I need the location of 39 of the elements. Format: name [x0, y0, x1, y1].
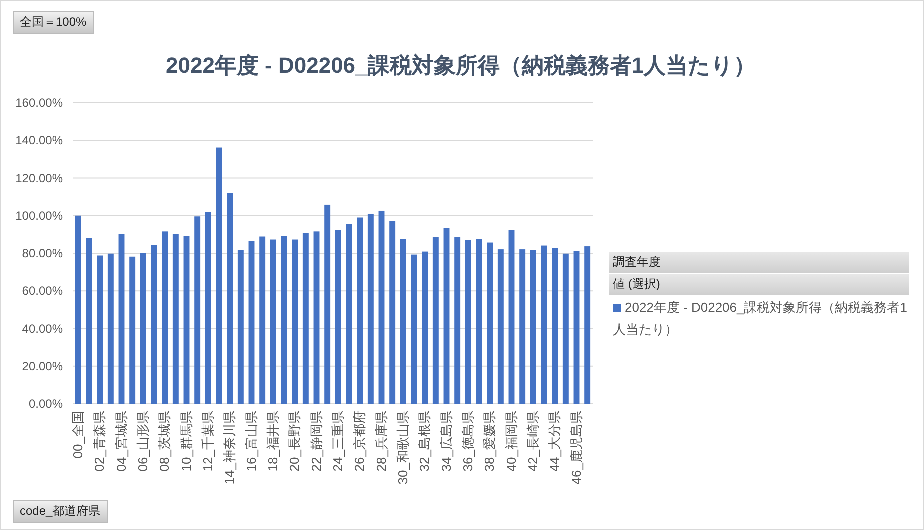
text: 調査年度: [609, 252, 909, 273]
x-tick-label: 10_群馬県: [178, 411, 194, 472]
x-tick-label: 14_神奈川県: [222, 411, 238, 485]
x-tick-label: 06_山形県: [135, 411, 150, 472]
x-tick-label: 02_青森県: [92, 411, 108, 472]
x-tick-label: 08_茨城県: [157, 411, 172, 472]
y-tick-label: 120.00%: [16, 171, 64, 186]
text: 値 (選択): [609, 274, 909, 295]
x-tick-label: 22_静岡県: [308, 411, 324, 472]
x-tick-label: 00_全国: [70, 411, 86, 459]
x-tick-label: 04_宮城県: [114, 411, 129, 472]
x-tick-label: 24_三重県: [330, 411, 346, 472]
legend-label: 2022年度 - D02206_課税対象所得（納税義務者1人当たり）: [613, 300, 908, 337]
x-tick-label: 40_福岡県: [504, 411, 519, 472]
x-tick-label: 18_福井県: [265, 411, 280, 472]
x-tick-label: 34_広島県: [438, 411, 454, 472]
x-tick-label: 36_徳島県: [460, 411, 476, 472]
x-tick-label: 32_島根県: [417, 411, 432, 472]
y-tick-label: 140.00%: [16, 134, 64, 148]
x-tick-label: 28_兵庫県: [374, 411, 389, 472]
y-tick-label: 80.00%: [22, 246, 64, 260]
y-tick-label: 100.00%: [16, 208, 64, 223]
x-tick-label: 12_千葉県: [200, 411, 216, 472]
y-tick-label: 160.00%: [16, 96, 64, 110]
x-tick-label: 42_長崎県: [525, 411, 540, 472]
x-tick-label: 20_長野県: [287, 411, 302, 472]
x-tick-label: 38_愛媛県: [482, 411, 498, 472]
x-tick-label: 46_鹿児島県: [568, 411, 584, 485]
text: code_都道府県: [13, 500, 108, 523]
x-tick-label: 30_和歌山県: [395, 411, 410, 485]
x-tick-label: 16_富山県: [244, 411, 259, 472]
chart-title: 2022年度 - D02206_課税対象所得（納税義務者1人当たり）: [166, 53, 756, 78]
text: 全国＝100%: [13, 11, 94, 34]
x-tick-label: 26_京都府: [352, 411, 368, 472]
y-tick-label: 0.00%: [28, 397, 64, 411]
y-tick-label: 40.00%: [22, 322, 64, 336]
y-tick-label: 20.00%: [22, 359, 64, 374]
y-tick-label: 60.00%: [22, 284, 64, 298]
x-tick-label: 44_大分県: [547, 411, 562, 472]
